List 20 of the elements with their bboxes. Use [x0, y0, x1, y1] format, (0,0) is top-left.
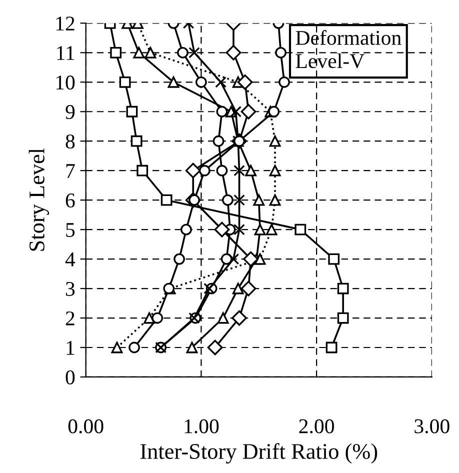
x-tick-label: 3.00: [414, 419, 450, 434]
y-tick-label: 2: [66, 311, 74, 326]
y-tick-label: 7: [66, 164, 75, 178]
x-tick-label: 2.00: [299, 419, 334, 434]
y-tick-label: 1: [66, 340, 74, 355]
y-tick-label: 10: [56, 76, 75, 90]
annotation: Deformation Level-V: [296, 30, 402, 68]
y-tick-label: 6: [66, 194, 75, 208]
x-tick-label: 0.00: [68, 419, 104, 434]
y-axis-title: Story Level: [28, 148, 50, 251]
y-tick-label: 3: [66, 282, 75, 296]
y-tick-label: 4: [65, 252, 76, 266]
y-tick-label: 0: [66, 370, 75, 384]
y-tick-label: 12: [56, 16, 74, 30]
y-tick-label: 9: [66, 105, 75, 120]
x-axis-title: Inter-Story Drift Ratio (%): [140, 443, 378, 464]
y-tick-label: 5: [66, 223, 75, 237]
x-tick-label: 1.00: [184, 419, 219, 434]
y-tick-label: 11: [57, 46, 74, 60]
y-tick-label: 8: [66, 134, 75, 149]
